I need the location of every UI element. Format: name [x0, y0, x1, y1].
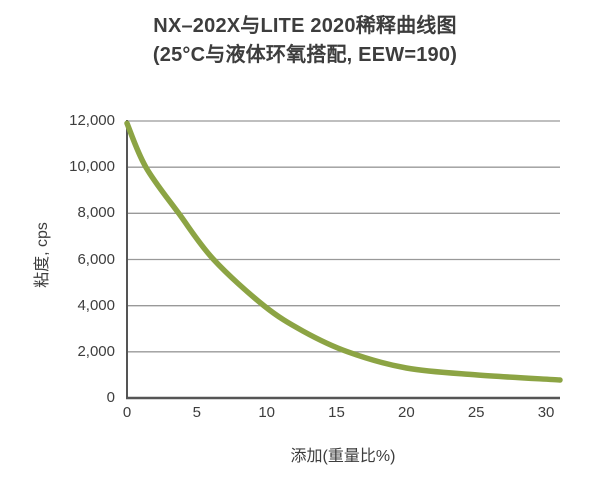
y-tick-label: 10,000	[69, 158, 115, 176]
x-tick-label: 30	[537, 404, 555, 421]
chart-title-line1: NX–202X与LITE 2020稀释曲线图	[153, 15, 457, 37]
x-tick-label: 10	[258, 404, 276, 421]
x-tick-label: 20	[398, 404, 415, 421]
x-tick-label: 15	[328, 404, 345, 421]
y-tick-label: 8,000	[77, 204, 115, 222]
x-tick-label: 0	[122, 404, 132, 421]
x-tick-label: 5	[192, 404, 201, 421]
chart-title: NX–202X与LITE 2020稀释曲线图 (25°C与液体环氧搭配, EEW…	[0, 12, 600, 70]
y-tick-label: 6,000	[77, 250, 115, 268]
y-tick-label: 2,000	[77, 342, 115, 360]
y-tick-label: 12,000	[69, 112, 115, 129]
y-axis-title: 粘度, cps	[34, 222, 51, 288]
y-tick-label: 4,000	[77, 296, 115, 314]
x-tick-label: 25	[467, 404, 485, 421]
x-axis-title: 添加(重量比%)	[290, 448, 396, 465]
chart-title-line2: (25°C与液体环氧搭配, EEW=190)	[152, 44, 458, 66]
viscosity-curve	[124, 120, 563, 383]
y-tick-label: 0	[106, 389, 115, 406]
